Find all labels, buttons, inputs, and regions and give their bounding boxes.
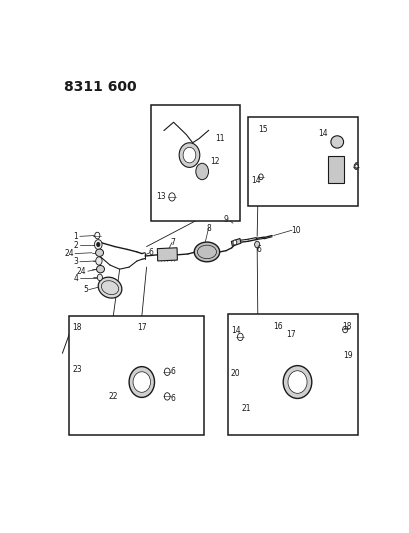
Text: 8311 600: 8311 600 [64,80,136,94]
Ellipse shape [96,265,104,273]
Circle shape [94,240,102,249]
Circle shape [97,243,100,247]
Text: 2: 2 [73,241,78,250]
Text: 12: 12 [210,157,219,166]
Ellipse shape [194,242,219,262]
Text: 21: 21 [241,404,251,413]
Ellipse shape [183,147,196,163]
Text: 14: 14 [251,176,261,185]
Text: 6: 6 [256,245,261,254]
Ellipse shape [330,136,343,148]
Circle shape [94,232,100,239]
Text: 19: 19 [343,351,352,360]
Bar [157,248,177,261]
Circle shape [164,368,170,375]
Ellipse shape [129,367,154,398]
Text: 23: 23 [72,365,82,374]
Bar [69,317,203,435]
Text: 14: 14 [317,129,327,138]
Text: 10: 10 [290,225,300,235]
Text: 24: 24 [64,249,74,258]
Ellipse shape [179,143,199,167]
Text: 6: 6 [148,248,153,257]
Circle shape [353,164,357,169]
Ellipse shape [133,372,150,392]
Text: 16: 16 [273,322,283,331]
Text: 14: 14 [230,326,240,335]
Text: 9: 9 [223,215,228,224]
Bar [327,156,343,183]
Text: 6: 6 [170,394,175,403]
Text: 17: 17 [285,330,295,340]
Circle shape [342,326,347,333]
Circle shape [254,241,259,248]
Ellipse shape [95,249,103,256]
Ellipse shape [98,277,121,298]
Text: 18: 18 [72,324,82,333]
Text: 4: 4 [73,273,78,282]
Bar [248,117,357,206]
Text: 18: 18 [341,322,351,331]
Circle shape [237,333,243,341]
Text: 6: 6 [352,162,357,171]
Ellipse shape [196,163,208,180]
Text: 7: 7 [170,238,175,247]
Circle shape [258,174,263,180]
Circle shape [232,240,236,245]
Text: 8: 8 [207,224,211,232]
Circle shape [164,393,170,400]
Circle shape [169,193,175,201]
Text: 1: 1 [73,232,78,241]
Text: 11: 11 [214,134,224,143]
Text: 5: 5 [83,285,88,294]
Circle shape [97,274,102,281]
Text: 24: 24 [76,266,86,276]
Bar [151,105,240,221]
Text: 15: 15 [257,125,267,134]
Text: 20: 20 [230,369,240,378]
Text: 6: 6 [170,367,175,376]
Bar [227,314,357,435]
Ellipse shape [287,371,306,393]
Text: 13: 13 [156,192,165,201]
Ellipse shape [283,366,311,399]
Text: 17: 17 [137,324,146,333]
Bar [231,238,240,246]
Text: 22: 22 [108,392,118,401]
Text: 3: 3 [73,257,78,266]
Circle shape [96,257,102,265]
